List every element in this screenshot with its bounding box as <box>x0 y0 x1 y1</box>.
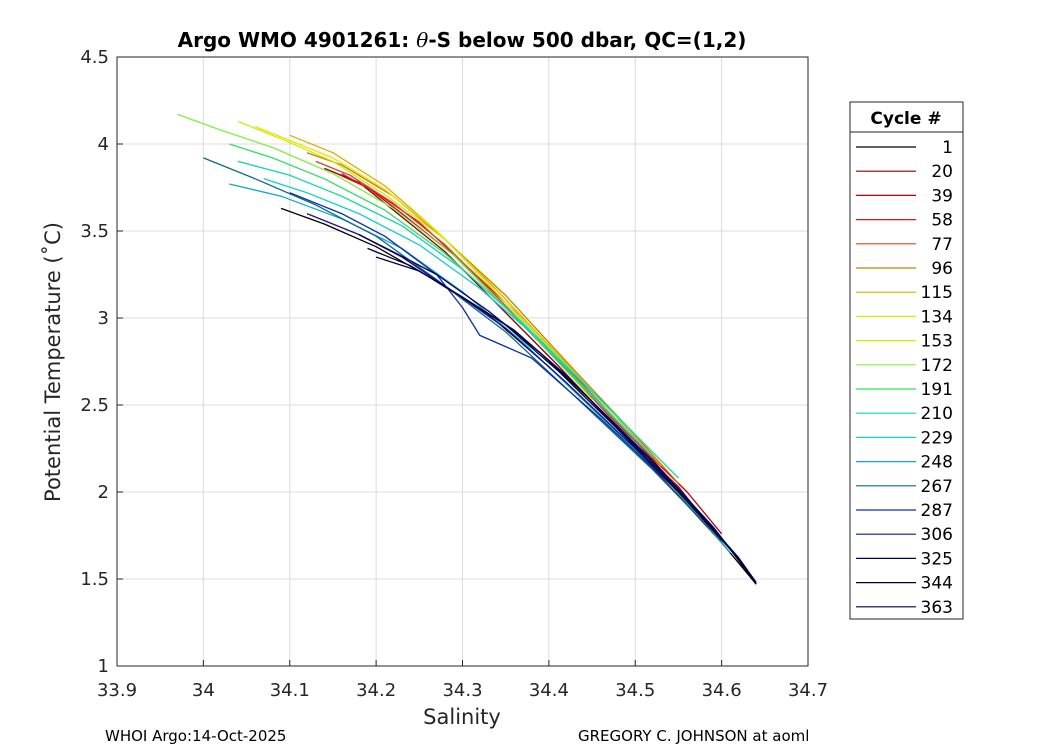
y-tick-label: 2 <box>98 482 109 503</box>
chart-title: Argo WMO 4901261: θ-S below 500 dbar, QC… <box>178 28 747 52</box>
x-axis-label: Salinity <box>423 705 501 729</box>
x-tick-label: 34.6 <box>702 680 742 701</box>
series-line-cycle-153 <box>237 120 619 420</box>
x-tick-label: 34.4 <box>529 680 569 701</box>
legend: Cycle # 1 20 39 58 77 96 115 134 153 172 191 210 229… <box>849 101 964 620</box>
y-tick-label: 1.5 <box>80 569 109 590</box>
legend-title: Cycle # <box>870 109 941 129</box>
series-line-cycle-172 <box>177 113 567 368</box>
y-axis-label: Potential Temperature (˚C) <box>41 222 65 502</box>
footer-right: GREGORY C. JOHNSON at aoml <box>578 727 809 745</box>
legend-label-cycle-39: 39 <box>931 186 953 206</box>
legend-label-cycle-153: 153 <box>921 332 953 352</box>
legend-label-cycle-325: 325 <box>921 549 953 569</box>
legend-label-cycle-115: 115 <box>921 283 953 303</box>
series-layer <box>177 113 757 585</box>
footer-left: WHOI Argo:14-Oct-2025 <box>105 727 286 745</box>
legend-label-cycle-248: 248 <box>921 453 953 473</box>
series-line-cycle-191 <box>229 143 636 441</box>
x-tick-labels: 33.9 34 34.1 34.2 34.3 34.4 34.5 34.6 34.7 <box>97 680 828 701</box>
legend-label-cycle-287: 287 <box>921 501 953 521</box>
legend-label-cycle-267: 267 <box>921 477 953 497</box>
title-theta: θ <box>416 28 428 52</box>
legend-label-cycle-172: 172 <box>921 356 953 376</box>
title-prefix: Argo WMO 4901261: <box>178 28 417 52</box>
series-line-cycle-210 <box>237 160 653 458</box>
x-tick-label: 34.3 <box>442 680 482 701</box>
y-tick-label: 3.5 <box>80 221 109 242</box>
title-suffix: -S below 500 dbar, QC=(1,2) <box>428 28 746 52</box>
series-line-cycle-77 <box>315 160 671 483</box>
legend-box <box>849 101 964 620</box>
series-line-cycle-363 <box>375 256 757 583</box>
x-tick-label: 34 <box>192 680 215 701</box>
x-tick-label: 34.7 <box>788 680 828 701</box>
series-line-cycle-248 <box>229 183 731 554</box>
legend-label-cycle-1: 1 <box>942 138 953 158</box>
legend-label-cycle-210: 210 <box>921 404 953 424</box>
legend-label-cycle-96: 96 <box>931 259 953 279</box>
y-tick-label: 4 <box>98 134 109 155</box>
legend-label-cycle-20: 20 <box>931 162 953 182</box>
y-tick-label: 2.5 <box>80 395 109 416</box>
legend-label-cycle-306: 306 <box>921 525 953 545</box>
legend-label-cycle-58: 58 <box>931 211 953 231</box>
y-tick-label: 3 <box>98 308 109 329</box>
legend-label-cycle-77: 77 <box>931 235 953 255</box>
series-line-cycle-287 <box>289 192 740 559</box>
x-tick-label: 34.2 <box>356 680 396 701</box>
legend-label-cycle-344: 344 <box>921 574 953 594</box>
legend-entries: 1 20 39 58 77 96 115 134 153 172 191 210 229 248 267 28… <box>856 138 953 618</box>
legend-label-cycle-134: 134 <box>921 307 953 327</box>
y-tick-label: 1 <box>98 656 109 677</box>
y-tick-label: 4.5 <box>80 47 109 68</box>
x-tick-label: 33.9 <box>97 680 137 701</box>
x-tick-label: 34.5 <box>615 680 655 701</box>
legend-label-cycle-229: 229 <box>921 428 953 448</box>
x-tick-label: 34.1 <box>270 680 310 701</box>
axes-box <box>116 56 809 667</box>
legend-label-cycle-363: 363 <box>921 598 953 618</box>
series-line-cycle-229 <box>263 178 679 479</box>
legend-label-cycle-191: 191 <box>921 380 953 400</box>
y-tick-labels: 1 1.5 2 2.5 3 3.5 4 4.5 <box>80 47 109 677</box>
